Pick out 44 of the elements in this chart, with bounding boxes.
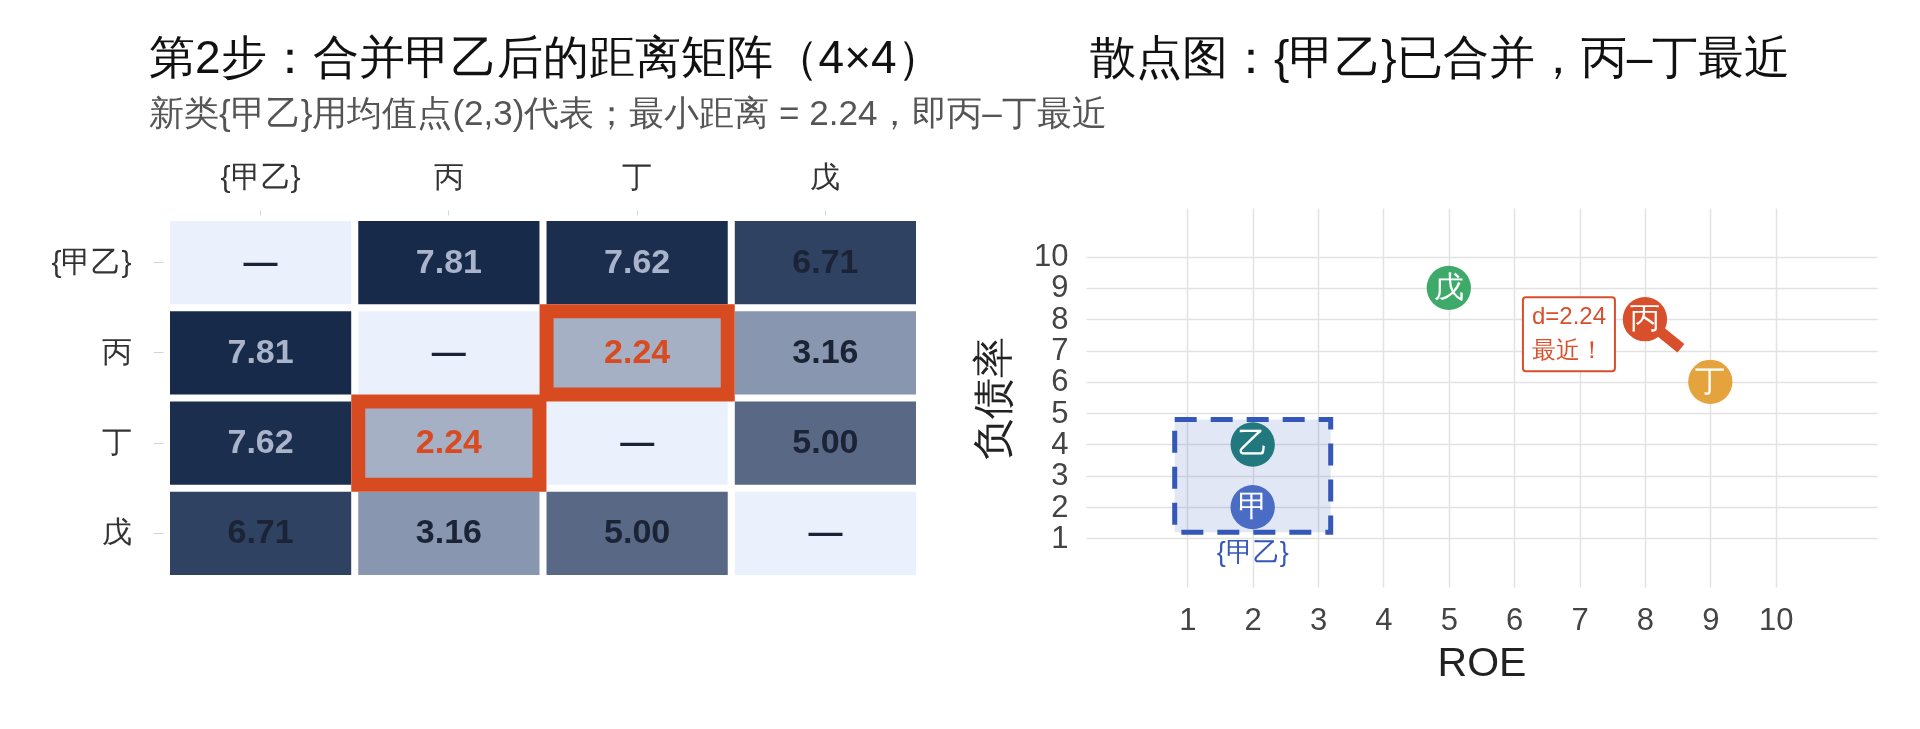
series-label: 丙 bbox=[1629, 301, 1660, 335]
data-label: 2.24 bbox=[604, 331, 671, 370]
chart-title: 第2步：合并甲乙后的距离矩阵（4×4） bbox=[149, 31, 943, 84]
x-tick-label: 10 bbox=[1758, 601, 1794, 637]
x-tick-label: 丙 bbox=[433, 159, 464, 193]
x-tick-label: 9 bbox=[1702, 601, 1720, 637]
x-tick-label: 5 bbox=[1440, 601, 1458, 637]
series-label: 乙 bbox=[1237, 426, 1268, 460]
x-tick-label: 4 bbox=[1375, 601, 1393, 637]
y-tick-label: 丙 bbox=[101, 334, 132, 368]
data-label: 3.16 bbox=[792, 331, 859, 370]
data-label: 7.81 bbox=[415, 241, 482, 280]
series-label: 甲 bbox=[1237, 489, 1268, 523]
series-label: 戊 bbox=[1433, 269, 1464, 303]
x-tick-label: 3 bbox=[1309, 601, 1328, 637]
y-tick-label: 丁 bbox=[101, 425, 132, 459]
x-tick-label: 丁 bbox=[622, 159, 653, 193]
data-label: 7.62 bbox=[604, 241, 671, 280]
data-label: 2.24 bbox=[415, 422, 483, 461]
x-tick-label: 7 bbox=[1571, 601, 1589, 637]
y-tick-label: {甲乙} bbox=[51, 244, 132, 278]
data-label: 3.16 bbox=[415, 512, 482, 551]
y-axis-title: 负债率 bbox=[970, 336, 1017, 460]
x-tick-label: {甲乙} bbox=[220, 159, 301, 193]
data-label: 5.00 bbox=[604, 512, 671, 551]
chart-subtitle: 新类{甲乙}用均值点(2,3)代表；最小距离 = 2.24，即丙–丁最近 bbox=[149, 93, 1107, 134]
data-label: 7.81 bbox=[227, 331, 294, 370]
x-tick-label: 2 bbox=[1244, 601, 1262, 637]
annotation: d=2.24 最近！ bbox=[1531, 302, 1607, 364]
x-tick-label: 戊 bbox=[810, 159, 841, 193]
x-axis-title: ROE bbox=[1437, 638, 1527, 685]
chart-title: 散点图：{甲乙}已合并，丙–丁最近 bbox=[1090, 31, 1791, 84]
text: — bbox=[243, 241, 278, 280]
x-tick-label: 1 bbox=[1179, 601, 1197, 637]
x-tick-label: 6 bbox=[1506, 601, 1524, 637]
y-tick-label: 戊 bbox=[101, 515, 132, 549]
text: — bbox=[808, 512, 843, 551]
text: — bbox=[620, 422, 655, 461]
x-tick-label: 8 bbox=[1636, 601, 1655, 637]
data-label: 7.62 bbox=[227, 422, 294, 461]
annotation: {甲乙} bbox=[1216, 537, 1289, 568]
data-label: 5.00 bbox=[792, 422, 859, 461]
series-label: 丁 bbox=[1695, 363, 1726, 397]
text: — bbox=[431, 331, 466, 370]
